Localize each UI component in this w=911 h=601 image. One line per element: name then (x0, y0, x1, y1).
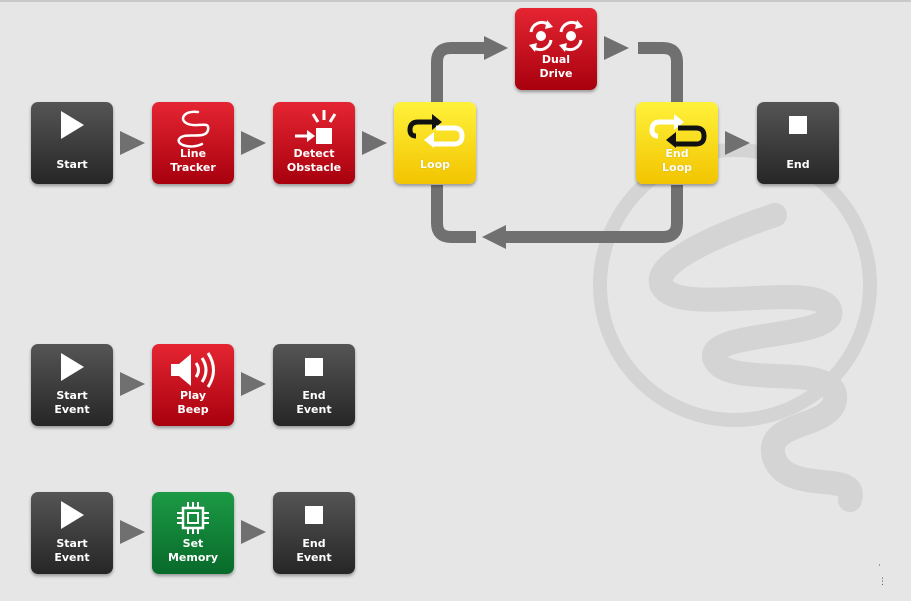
play-icon (31, 108, 113, 152)
arrow-right (725, 131, 750, 155)
block-label: Loop (420, 158, 450, 171)
block-label: Play Beep (177, 389, 209, 416)
block-label: Line Tracker (170, 147, 216, 174)
arrow-right (120, 372, 145, 396)
arrow-right (241, 131, 266, 155)
block-start[interactable]: Start (31, 102, 113, 184)
block-label: Start Event (54, 389, 90, 416)
stop-icon (273, 350, 355, 394)
block-label: End Loop (662, 147, 692, 174)
loop-path (431, 36, 683, 249)
block-dual-drive[interactable]: Dual Drive (515, 8, 597, 90)
loop-arrow-head (484, 36, 508, 60)
stop-icon (273, 498, 355, 542)
speaker-icon (152, 350, 234, 394)
connectors (120, 36, 750, 544)
loop-return-arrow-head (482, 225, 506, 249)
arrow-right (241, 372, 266, 396)
end-loop-icon (636, 108, 718, 152)
block-label: End Event (296, 537, 332, 564)
stop-icon (757, 108, 839, 152)
block-start-event[interactable]: Start Event (31, 344, 113, 426)
arrow-right (604, 36, 629, 60)
arrow-right (241, 520, 266, 544)
block-label: Dual Drive (539, 53, 573, 80)
block-label: Detect Obstacle (286, 147, 342, 174)
top-border (0, 0, 911, 2)
block-detect-obstacle[interactable]: Detect Obstacle (273, 102, 355, 184)
block-play-beep[interactable]: Play Beep (152, 344, 234, 426)
block-end-event[interactable]: End Event (273, 492, 355, 574)
block-label: Start Event (54, 537, 90, 564)
squiggle-line-icon (152, 108, 234, 152)
resize-grip-icon[interactable]: · ⋮ (878, 561, 887, 587)
arrow-right (120, 131, 145, 155)
block-label: Start (56, 158, 88, 171)
arrow-right (362, 131, 387, 155)
block-end-loop[interactable]: End Loop (636, 102, 718, 184)
block-loop[interactable]: Loop (394, 102, 476, 184)
block-end-event[interactable]: End Event (273, 344, 355, 426)
block-label: End Event (296, 389, 332, 416)
chip-icon (152, 498, 234, 542)
block-start-event[interactable]: Start Event (31, 492, 113, 574)
block-line-tracker[interactable]: Line Tracker (152, 102, 234, 184)
loop-icon (394, 108, 476, 152)
obstacle-detect-icon (273, 108, 355, 152)
play-icon (31, 350, 113, 394)
block-set-memory[interactable]: Set Memory (152, 492, 234, 574)
dual-rotate-icon (515, 14, 597, 58)
play-icon (31, 498, 113, 542)
block-label: End (786, 158, 810, 171)
block-end[interactable]: End (757, 102, 839, 184)
arrow-right (120, 520, 145, 544)
watermark-logo (593, 143, 877, 512)
block-label: Set Memory (167, 537, 219, 564)
